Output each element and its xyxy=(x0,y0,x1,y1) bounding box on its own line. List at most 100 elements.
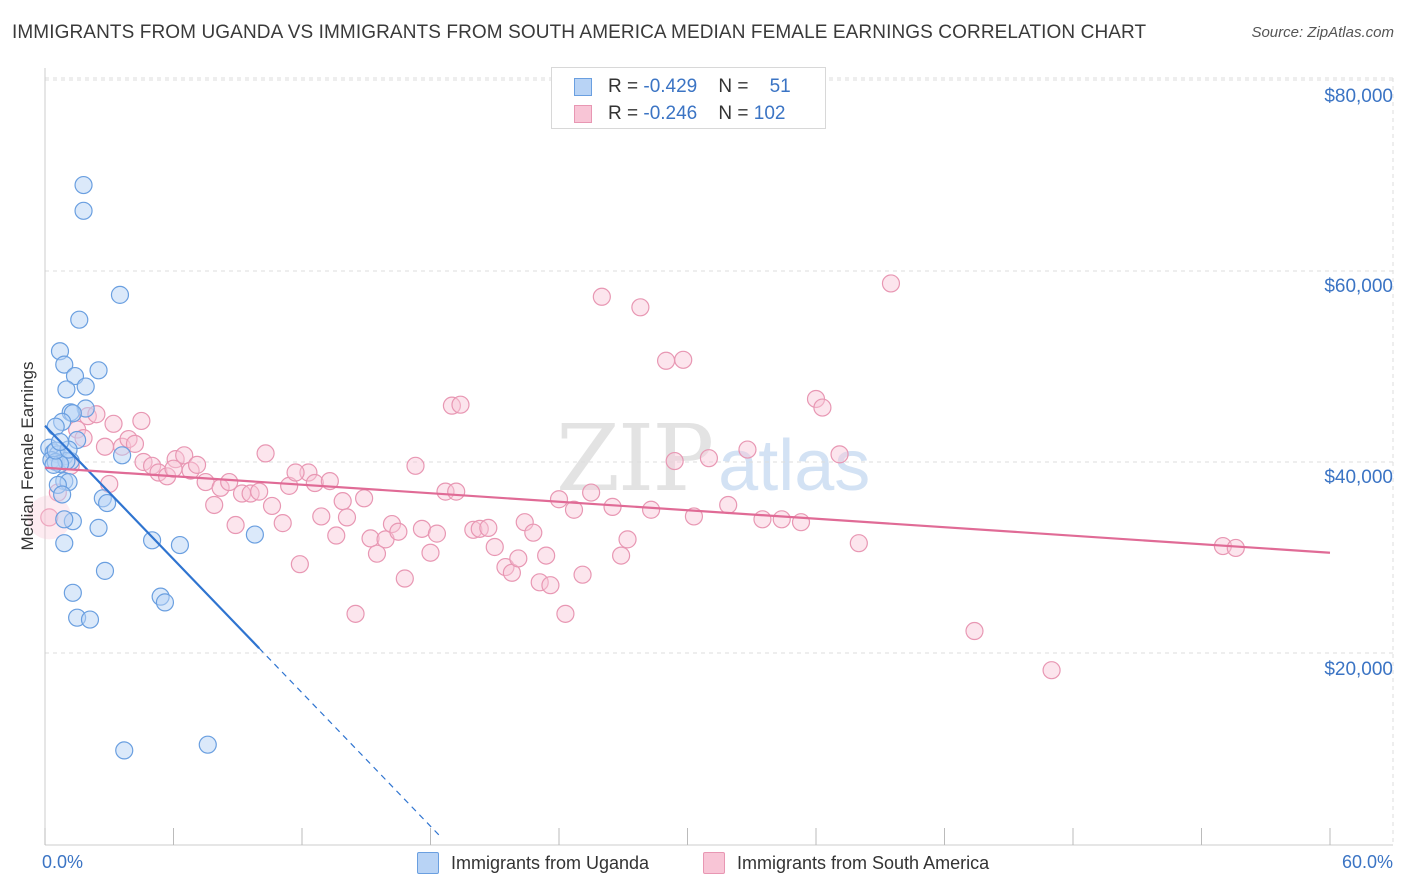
uganda-point-1 xyxy=(74,201,93,220)
x-tick-label-max: 60.0% xyxy=(1341,852,1393,872)
trend-lines xyxy=(44,424,1331,838)
south-america-point-35 xyxy=(305,473,324,493)
south-america-point-29 xyxy=(256,444,275,463)
south-america-point-84 xyxy=(699,449,719,468)
south-america-point-63 xyxy=(509,549,528,568)
south-america-point-25 xyxy=(226,515,245,535)
south-america-point-60 xyxy=(485,537,504,557)
south-america-point-66 xyxy=(530,573,549,592)
south-america-point-48 xyxy=(395,569,414,588)
south-america-point-77 xyxy=(618,530,637,549)
uganda-point-5 xyxy=(55,355,74,374)
south-america-point-15 xyxy=(149,463,168,482)
uganda-point-9 xyxy=(76,377,95,396)
south-america-trend-line xyxy=(44,466,1331,554)
south-america-point-100 xyxy=(164,459,183,478)
south-america-point-79 xyxy=(641,500,661,519)
legend-n-value-uganda: 51 xyxy=(769,76,791,97)
south-america-point-30 xyxy=(262,496,282,516)
south-america-point-13 xyxy=(134,452,153,472)
south-america-point-56 xyxy=(451,395,470,414)
legend-swatch-uganda xyxy=(574,78,592,96)
uganda-point-34 xyxy=(55,510,74,529)
south-america-point-12 xyxy=(132,411,151,431)
south-america-cluster xyxy=(27,495,72,540)
uganda-point-8 xyxy=(57,380,76,399)
south-america-point-18 xyxy=(175,446,194,465)
legend-n-label-south-america: N = xyxy=(718,103,754,124)
south-america-point-44 xyxy=(367,544,387,563)
south-america-point-89 xyxy=(791,513,811,532)
south-america-point-47 xyxy=(389,522,408,541)
south-america-point-80 xyxy=(656,351,676,370)
south-america-point-7 xyxy=(95,437,115,456)
south-america-point-28 xyxy=(250,482,269,501)
south-america-point-34 xyxy=(299,463,318,482)
uganda-trend-extension xyxy=(258,647,442,838)
south-america-point-51 xyxy=(421,543,440,562)
south-america-point-86 xyxy=(738,440,757,459)
south-america-point-49 xyxy=(406,456,425,475)
south-america-point-50 xyxy=(412,519,432,538)
legend-r-value-south-america: -0.246 xyxy=(643,103,698,124)
south-america-point-46 xyxy=(382,514,402,534)
south-america-point-91 xyxy=(813,398,832,417)
south-america-point-22 xyxy=(205,495,224,515)
south-america-point-55 xyxy=(447,482,466,501)
bottom-legend-label-uganda: Immigrants from Uganda xyxy=(451,853,650,873)
axes xyxy=(44,68,1393,846)
bottom-legend-swatch-uganda xyxy=(417,852,439,874)
uganda-point-39 xyxy=(55,534,74,553)
south-america-point-71 xyxy=(564,500,584,519)
y-tick-label-60000: $60,000 xyxy=(1324,276,1393,297)
uganda-point-38 xyxy=(245,525,264,544)
south-america-point-65 xyxy=(524,523,543,542)
south-america-point-11 xyxy=(125,434,145,453)
uganda-point-7 xyxy=(89,361,108,380)
south-america-point-52 xyxy=(427,524,447,543)
uganda-point-36 xyxy=(142,531,162,550)
south-america-point-41 xyxy=(346,604,365,623)
south-america-point-95 xyxy=(965,621,984,641)
y-axis-label: Median Female Earnings xyxy=(18,361,37,551)
uganda-point-32 xyxy=(98,493,117,513)
uganda-point-40 xyxy=(95,561,115,580)
y-tick-label-20000: $20,000 xyxy=(1324,659,1393,680)
grid-lines xyxy=(45,77,1394,845)
uganda-point-23 xyxy=(112,446,132,465)
south-america-point-76 xyxy=(612,546,631,565)
uganda-points xyxy=(40,175,264,760)
legend-n-label-uganda: N = xyxy=(718,76,754,97)
south-america-point-96 xyxy=(1042,661,1061,680)
south-america-point-72 xyxy=(573,565,592,584)
south-america-point-70 xyxy=(556,604,575,623)
uganda-point-43 xyxy=(155,593,175,612)
legend-n-value-south-america: 102 xyxy=(753,103,786,124)
uganda-point-3 xyxy=(70,310,89,329)
south-america-point-33 xyxy=(290,555,309,574)
south-america-point-74 xyxy=(592,287,611,306)
south-america-point-75 xyxy=(603,497,622,516)
uganda-point-35 xyxy=(89,518,108,537)
uganda-point-2 xyxy=(110,285,130,304)
south-america-point-67 xyxy=(537,546,556,565)
south-america-point-73 xyxy=(582,483,601,502)
bottom-legend-swatch-south-america xyxy=(703,852,725,874)
south-america-point-8 xyxy=(104,414,123,433)
south-america-point-24 xyxy=(220,472,239,492)
y-tick-label-80000: $80,000 xyxy=(1324,86,1393,107)
uganda-trend-line xyxy=(44,424,260,649)
south-america-point-82 xyxy=(674,350,693,369)
south-america-point-78 xyxy=(631,298,650,317)
south-america-point-85 xyxy=(719,495,738,515)
south-america-point-38 xyxy=(327,526,346,545)
south-america-point-83 xyxy=(684,507,704,526)
south-america-point-93 xyxy=(849,534,868,553)
uganda-point-41 xyxy=(63,583,82,602)
chart-source: Source: ZipAtlas.com xyxy=(1251,24,1394,41)
south-america-point-68 xyxy=(541,576,560,595)
south-america-point-92 xyxy=(830,445,849,464)
south-america-point-57 xyxy=(464,520,483,539)
y-tick-label-40000: $40,000 xyxy=(1324,467,1393,488)
